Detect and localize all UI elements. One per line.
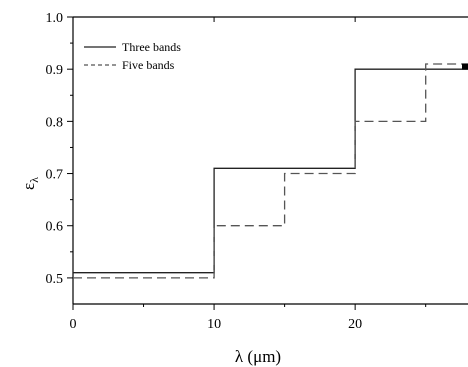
x-axis-title: λ (μm) xyxy=(235,347,281,366)
series-end-marker xyxy=(462,63,468,70)
chart-axes: 0 10 20 0.5 0.6 0.7 0.8 0.9 1.0 xyxy=(46,11,468,332)
legend-label-five-bands: Five bands xyxy=(122,58,175,72)
y-axis-title-subscript: λ xyxy=(27,177,41,183)
x-tick-label: 20 xyxy=(348,317,362,332)
y-tick-label: 0.9 xyxy=(46,63,64,78)
y-tick-label: 0.7 xyxy=(46,168,64,183)
y-tick-label: 1.0 xyxy=(46,11,64,26)
chart-series xyxy=(73,63,468,279)
y-tick-label: 0.5 xyxy=(46,272,64,287)
y-axis-title: ελ xyxy=(19,177,41,190)
x-tick-label: 10 xyxy=(207,317,221,332)
y-tick-label: 0.8 xyxy=(46,115,64,130)
series-line-five-bands xyxy=(73,63,468,279)
y-axis-title-main: ε xyxy=(19,183,38,190)
legend: Three bands Five bands xyxy=(84,40,181,72)
y-tick-label: 0.6 xyxy=(46,220,64,235)
x-tick-label: 0 xyxy=(70,317,77,332)
series-line-three-bands xyxy=(73,68,468,274)
legend-label-three-bands: Three bands xyxy=(122,40,181,54)
